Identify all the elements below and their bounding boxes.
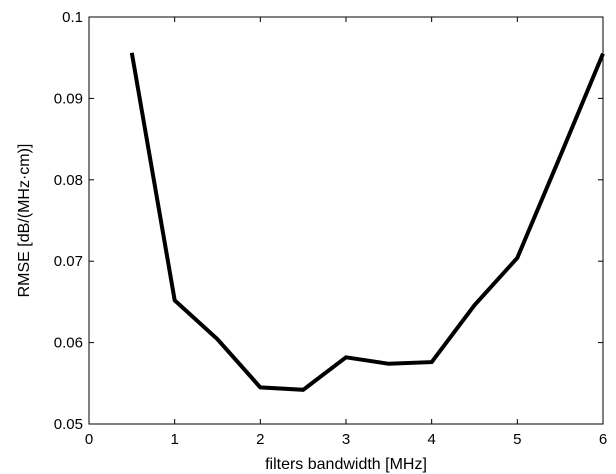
y-tick-label: 0.1 <box>62 9 83 26</box>
series-line <box>129 52 605 392</box>
y-tick-label: 0.06 <box>54 335 83 352</box>
x-tick-label: 1 <box>170 431 178 448</box>
x-axis-ticks: 0 1 2 3 4 5 6 <box>85 17 607 448</box>
x-tick-label: 6 <box>599 431 607 448</box>
x-tick-label: 3 <box>342 431 350 448</box>
y-tick-label: 0.05 <box>54 416 83 433</box>
axes-box <box>88 16 604 425</box>
x-tick-label: 4 <box>427 431 435 448</box>
y-tick-label: 0.07 <box>54 253 83 270</box>
y-tick-label: 0.09 <box>54 90 83 107</box>
y-tick-label: 0.08 <box>54 172 83 189</box>
series-layer <box>129 52 605 392</box>
y-axis-ticks: 0.05 0.06 0.07 0.08 0.09 0.1 <box>54 9 603 433</box>
x-axis-label: filters bandwidth [MHz] <box>265 456 427 473</box>
y-axis-label: RMSE [dB/(MHz·cm)] <box>16 144 33 298</box>
x-tick-label: 2 <box>256 431 264 448</box>
x-tick-label: 5 <box>513 431 521 448</box>
x-tick-label: 0 <box>85 431 93 448</box>
plot-area <box>88 16 604 425</box>
